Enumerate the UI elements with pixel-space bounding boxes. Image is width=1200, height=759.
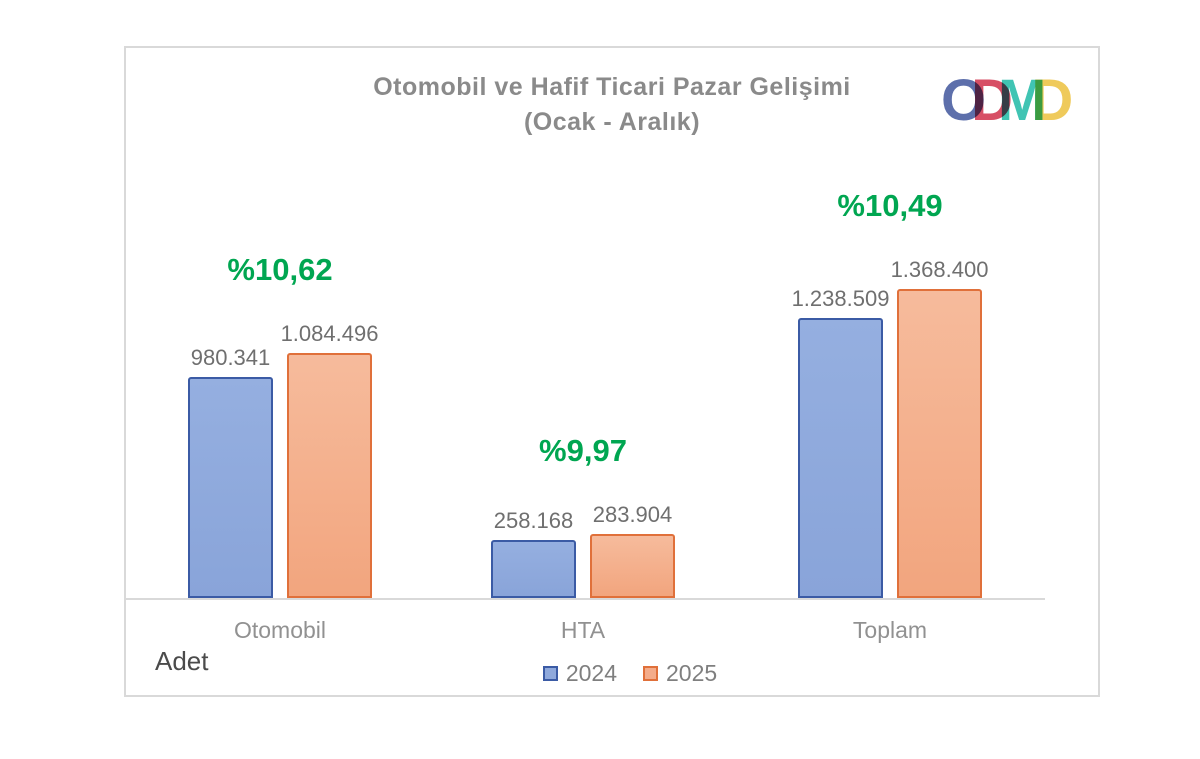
chart-subtitle: (Ocak - Aralık) — [523, 108, 701, 136]
legend-label-2024: 2024 — [565, 660, 617, 686]
chart-title-block: Otomobil ve Hafif Ticari Pazar Gelişimi … — [126, 70, 1098, 140]
x-axis-line — [126, 598, 1045, 600]
value-label-hta-2024: 258.168 — [493, 508, 574, 533]
bar-toplam-2025 — [897, 289, 982, 598]
bar-otomobil-2024 — [188, 377, 273, 598]
value-label-otomobil-2024: 980.341 — [190, 345, 271, 370]
value-label-hta-2025: 283.904 — [592, 502, 673, 527]
legend-swatch-2024 — [542, 666, 558, 681]
chart-card: Otomobil ve Hafif Ticari Pazar Gelişimi … — [124, 46, 1100, 697]
category-label-toplam: Toplam — [852, 617, 928, 643]
y-unit-label: Adet — [155, 646, 209, 676]
legend: 2024 2025 — [126, 660, 1098, 687]
value-label-toplam-2025: 1.368.400 — [890, 257, 989, 282]
category-label-hta: HTA — [560, 617, 606, 643]
value-label-toplam-2024: 1.238.509 — [791, 286, 890, 311]
plot-area: 980.341 1.084.496 %10,62 Otomobil 258.168 283… — [126, 48, 1098, 695]
legend-label-2025: 2025 — [666, 660, 718, 686]
chart-title: Otomobil ve Hafif Ticari Pazar Gelişimi — [373, 73, 851, 101]
legend-swatch-2025 — [643, 666, 658, 681]
legend-item-2025: 2025 — [643, 660, 717, 687]
bar-toplam-2024 — [798, 318, 883, 598]
growth-label-toplam: %10,49 — [837, 188, 943, 223]
bar-hta-2024 — [491, 540, 576, 598]
logo-letter-4: D — [1031, 68, 1074, 133]
logo-letter-3: M — [998, 68, 1047, 133]
growth-label-otomobil: %10,62 — [227, 252, 333, 287]
growth-label-hta: %9,97 — [539, 433, 627, 468]
logo-letter-1: O — [941, 68, 987, 133]
bar-otomobil-2025 — [287, 353, 372, 598]
value-label-otomobil-2025: 1.084.496 — [280, 321, 379, 346]
category-label-otomobil: Otomobil — [233, 617, 327, 643]
logo-letter-2: D — [971, 68, 1014, 133]
bar-hta-2025 — [590, 534, 675, 598]
legend-item-2024: 2024 — [542, 660, 617, 687]
